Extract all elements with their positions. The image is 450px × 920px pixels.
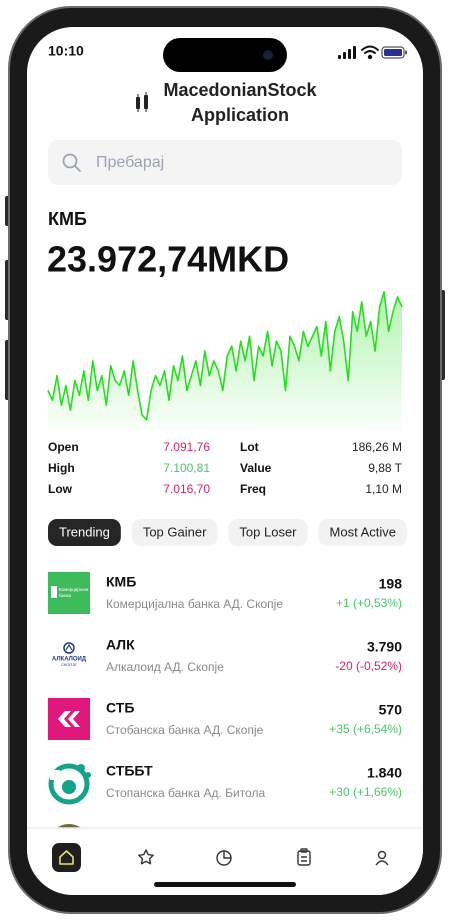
tab-label: Top Loser (239, 524, 297, 539)
row-change: +1 (+0,53%) (336, 596, 402, 610)
logo-stbbt (48, 763, 91, 805)
stat-value: 7.016,70 (163, 482, 210, 496)
tab-pill (228, 519, 308, 546)
logo-text: Комерцијална (59, 587, 89, 592)
stat-label: High (48, 461, 75, 475)
tab-pill (131, 519, 218, 546)
row-ticker: АЛК (106, 637, 135, 653)
stat-value: 9,88 T (368, 461, 402, 475)
home-indicator (154, 882, 296, 887)
logo-text: АЛКАЛОИД (52, 657, 87, 663)
tab-label: Trending (59, 524, 110, 539)
tabs: Trending Top Gainer Top Loser Most Active (48, 519, 407, 546)
stock-ticker: КМБ (48, 209, 87, 229)
chart-area (48, 292, 402, 430)
price-chart (47, 291, 403, 430)
stat-value: 7.091,76 (163, 440, 210, 454)
logo-text: банка (59, 593, 72, 598)
tab-pill (318, 519, 407, 546)
tab-pill (48, 519, 121, 546)
tab[interactable]: Top Gainer (131, 519, 218, 546)
screen (27, 27, 423, 895)
app-title: MacedonianStock (163, 80, 317, 100)
nav-portfolio[interactable] (216, 850, 232, 866)
status-time: 10:10 (48, 43, 84, 59)
row-price: 1.840 (367, 765, 402, 781)
row-price: 198 (379, 576, 403, 592)
row-price: 3.790 (367, 639, 402, 655)
stock-row[interactable]: АЛК Алкалоид АД. Скопје 3.790 -20 (-0,52%) (106, 637, 402, 674)
dynamic-island (163, 38, 287, 72)
camera (263, 50, 273, 60)
stat-value: 186,26 M (352, 440, 402, 454)
tab-label: Most Active (330, 524, 396, 539)
row-name: Стобанска банка АД. Скопје (106, 723, 264, 737)
row-change: +35 (+6,54%) (329, 722, 402, 736)
stat-label: Low (48, 482, 73, 496)
stat-label: Lot (240, 440, 259, 454)
tab[interactable]: Trending (48, 519, 121, 546)
nav-home[interactable] (52, 843, 81, 872)
signal-icon (338, 46, 356, 59)
tab[interactable]: Top Loser (228, 519, 308, 546)
row-ticker: СТБ (106, 700, 134, 716)
row-change: -20 (-0,52%) (335, 659, 402, 673)
row-change: +30 (+1,66%) (329, 785, 402, 799)
battery-icon (381, 46, 407, 59)
row-name: Комерцијална банка АД. Скопје (106, 597, 283, 611)
search-placeholder: Пребарај (96, 154, 164, 171)
stock-price: 23.972,74MKD (47, 239, 289, 280)
stock-list: КМБ Комерцијална банка АД. Скопје 198 +1 (+… (106, 574, 402, 800)
app-logo (136, 92, 148, 112)
stat-label: Freq (240, 482, 266, 496)
bottom-nav (27, 828, 423, 895)
stock-row[interactable]: КМБ Комерцијална банка АД. Скопје 198 +1 (+… (106, 574, 402, 611)
app-title: Application (191, 105, 289, 125)
stat-label: Value (240, 461, 272, 475)
stat-value: 1,10 M (365, 482, 402, 496)
logo-alk: АЛКАЛОИД СКОПЈЕ (52, 642, 87, 667)
stats-table: Open 7.091,76 Lot 186,26 M High 7.100,81 Value… (48, 440, 403, 496)
stock-row[interactable]: СТБ Стобанска банка АД. Скопје 570 +35 (+6,… (106, 700, 402, 737)
logo-kmb: Комерцијална банка (48, 572, 90, 614)
chart-line (47, 291, 403, 421)
logo-text: СКОПЈЕ (61, 662, 77, 667)
stat-value: 7.100,81 (163, 461, 210, 475)
tab-label: Top Gainer (143, 524, 207, 539)
stat-label: Open (48, 440, 79, 454)
nav-orders[interactable] (297, 848, 311, 866)
row-name: Стопанска банка Ад. Битола (106, 786, 265, 800)
row-name: Алкалоид АД. Скопје (106, 660, 224, 674)
stock-row[interactable]: СТББТ Стопанска банка Ад. Битола 1.840 +30 … (106, 763, 402, 800)
row-price: 570 (379, 702, 403, 718)
wifi-icon (361, 45, 379, 60)
row-ticker: СТББТ (106, 763, 153, 779)
search-box[interactable] (48, 140, 402, 185)
search-icon (62, 153, 81, 172)
row-ticker: КМБ (106, 574, 136, 590)
tab[interactable]: Most Active (318, 519, 407, 546)
nav-favorites[interactable] (138, 849, 154, 865)
logo-stb (48, 698, 90, 740)
nav-profile[interactable] (375, 850, 389, 866)
